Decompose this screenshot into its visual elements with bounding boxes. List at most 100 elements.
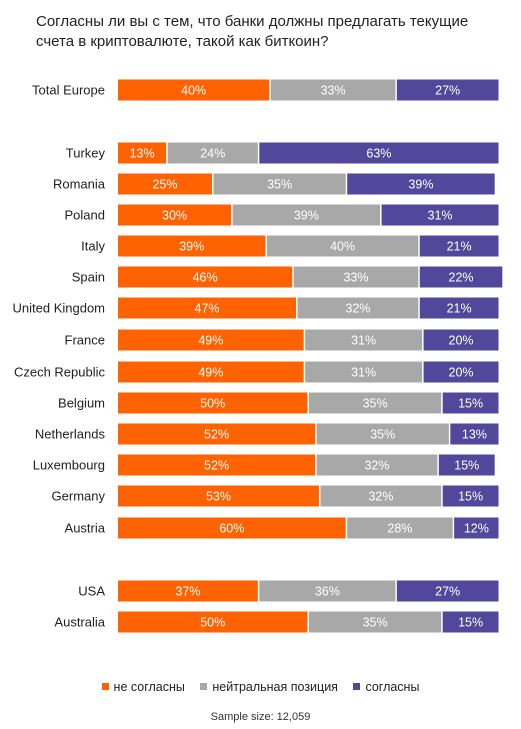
bar-neutral-luxembourg [316,454,438,476]
bar-agree-united-kingdom [419,297,499,319]
value-label-neutral-turkey: 24% [200,147,225,161]
category-label-luxembourg: Luxembourg [33,458,105,473]
value-label-disagree-italy: 39% [179,240,204,254]
value-label-agree-australia: 15% [458,616,483,630]
bar-disagree-united-kingdom [118,297,297,319]
bar-disagree-belgium [118,392,308,414]
value-label-agree-germany: 15% [458,490,483,504]
bar-disagree-usa [118,580,258,602]
value-label-disagree-total-europe: 40% [181,84,206,98]
bar-disagree-australia [118,611,308,633]
value-label-neutral-romania: 35% [267,178,292,192]
value-label-agree-turkey: 63% [366,147,391,161]
bar-agree-spain [419,266,503,288]
value-label-neutral-spain: 33% [343,271,368,285]
value-label-disagree-poland: 30% [162,209,187,223]
value-label-neutral-belgium: 35% [363,397,388,411]
bar-agree-poland [381,204,499,226]
category-label-spain: Spain [72,270,105,285]
category-label-czech-republic: Czech Republic [14,365,106,380]
bar-disagree-total-europe [118,79,270,101]
bar-disagree-romania [118,173,212,195]
category-label-france: France [65,333,105,348]
bar-neutral-romania [213,173,346,195]
bar-neutral-austria [347,517,453,539]
bar-disagree-austria [118,517,346,539]
bar-disagree-czech-republic [118,361,304,383]
bar-agree-netherlands [450,423,499,445]
category-label-austria: Austria [65,521,106,536]
category-label-poland: Poland [65,208,105,223]
legend-item-neutral: нейтральная позиция [200,680,338,694]
value-label-agree-united-kingdom: 21% [447,302,472,316]
category-label-usa: USA [78,584,105,599]
category-label-germany: Germany [52,489,106,504]
value-label-neutral-total-europe: 33% [321,84,346,98]
value-label-agree-luxembourg: 15% [454,459,479,473]
bar-neutral-france [305,329,423,351]
value-label-neutral-italy: 40% [330,240,355,254]
bar-agree-luxembourg [438,454,495,476]
stacked-bar-chart: Total Europe 40% 33% 27% Turkey 13% 24% 63% Roma… [13,79,503,633]
bar-disagree-luxembourg [118,454,316,476]
legend-label-agree: согласны [365,680,420,694]
legend-item-agree: согласны [353,680,419,694]
value-label-disagree-germany: 53% [206,490,231,504]
bar-neutral-belgium [309,392,442,414]
value-label-disagree-turkey: 13% [130,147,155,161]
category-label-belgium: Belgium [58,396,105,411]
bar-neutral-italy [266,235,419,257]
value-label-disagree-netherlands: 52% [204,428,229,442]
legend-item-disagree: не согласны [101,680,185,694]
value-label-neutral-united-kingdom: 32% [345,302,370,316]
bar-disagree-netherlands [118,423,316,445]
value-label-neutral-australia: 35% [363,616,388,630]
category-label-turkey: Turkey [66,146,106,161]
bar-agree-australia [442,611,499,633]
value-label-agree-total-europe: 27% [435,84,460,98]
value-label-disagree-spain: 46% [193,271,218,285]
value-label-agree-poland: 31% [428,209,453,223]
value-label-disagree-austria: 60% [219,522,244,536]
value-label-neutral-france: 31% [351,334,376,348]
value-label-neutral-poland: 39% [294,209,319,223]
value-label-agree-usa: 27% [435,585,460,599]
value-label-agree-spain: 22% [449,271,474,285]
legend: не согласны нейтральная позиция согласны [0,680,521,694]
legend-swatch-disagree [101,683,109,691]
value-label-agree-belgium: 15% [458,397,483,411]
bar-neutral-total-europe [270,79,396,101]
category-label-total-europe: Total Europe [32,83,105,98]
bar-disagree-turkey [118,142,167,164]
value-label-disagree-belgium: 50% [200,397,225,411]
category-label-italy: Italy [81,239,105,254]
bar-agree-czech-republic [423,361,499,383]
value-label-agree-italy: 21% [447,240,472,254]
bar-disagree-germany [118,485,319,507]
value-label-disagree-united-kingdom: 47% [195,302,220,316]
value-label-disagree-luxembourg: 52% [204,459,229,473]
bar-agree-germany [442,485,499,507]
bar-agree-italy [419,235,499,257]
bar-neutral-poland [232,204,381,226]
bar-neutral-spain [293,266,419,288]
value-label-agree-romania: 39% [408,178,433,192]
value-label-agree-austria: 12% [464,522,489,536]
value-label-agree-czech-republic: 20% [449,366,474,380]
bar-neutral-turkey [167,142,258,164]
bar-neutral-netherlands [316,423,449,445]
value-label-neutral-austria: 28% [387,522,412,536]
bar-disagree-france [118,329,304,351]
value-label-neutral-germany: 32% [368,490,393,504]
bar-agree-romania [347,173,495,195]
bar-agree-france [423,329,499,351]
value-label-neutral-luxembourg: 32% [364,459,389,473]
value-label-neutral-czech-republic: 31% [351,366,376,380]
legend-label-disagree: не согласны [113,680,185,694]
value-label-agree-netherlands: 13% [462,428,487,442]
category-label-netherlands: Netherlands [35,427,106,442]
value-label-disagree-france: 49% [198,334,223,348]
legend-label-neutral: нейтральная позиция [212,680,338,694]
value-label-disagree-australia: 50% [200,616,225,630]
bar-agree-turkey [259,142,499,164]
